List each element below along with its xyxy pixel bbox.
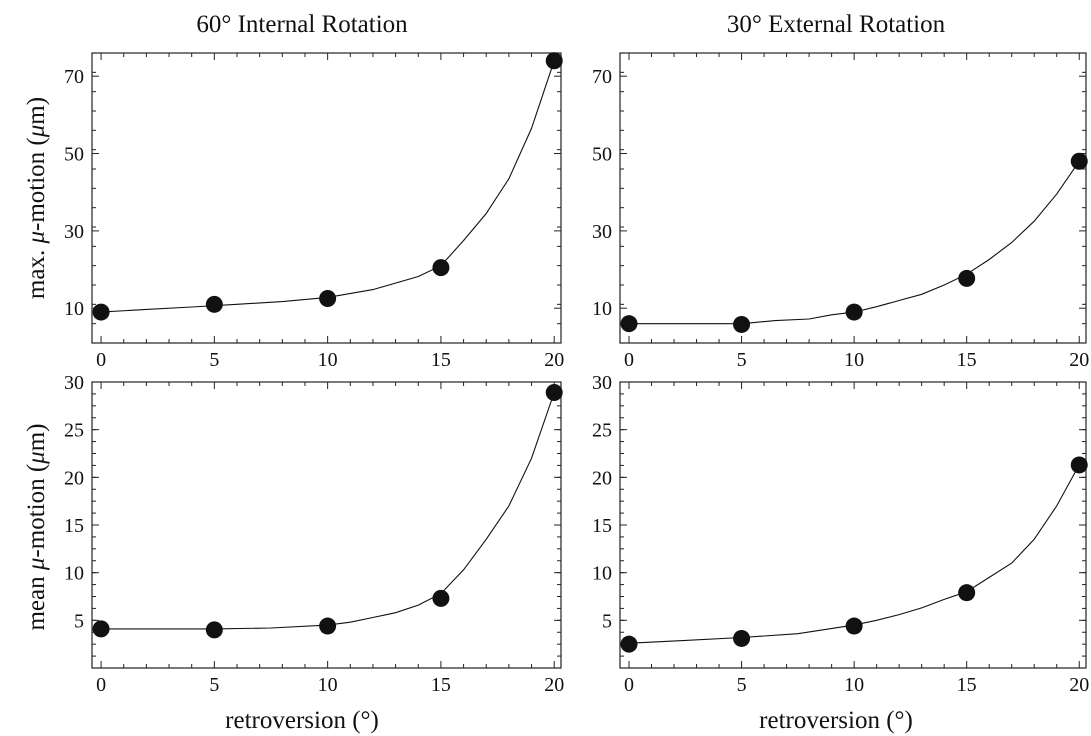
data-point xyxy=(620,315,638,333)
x-tick-label: 5 xyxy=(737,674,747,696)
data-point xyxy=(845,617,863,635)
x-tick-label: 5 xyxy=(737,349,747,371)
x-axis-label-left: retroversion (°) xyxy=(225,707,379,734)
data-point xyxy=(1070,456,1088,474)
x-tick-label: 10 xyxy=(318,349,338,371)
y-tick-label: 30 xyxy=(64,221,84,243)
y-label-max-mu: μ xyxy=(23,231,50,245)
column-title-internal-rotation: 60° Internal Rotation xyxy=(196,11,408,38)
panel-mean-internal-rotation: 0 5 10 15 20 5 10 15 20 25 30 xyxy=(64,372,564,696)
y-label-max-unit-mu: μ xyxy=(23,125,50,139)
x-tick-label: 10 xyxy=(844,674,864,696)
x-tick-label: 15 xyxy=(957,349,977,371)
panel-max-external-rotation: 0 5 10 15 20 10 30 50 70 xyxy=(592,52,1089,371)
data-point xyxy=(845,303,863,321)
y-tick-label: 5 xyxy=(74,610,84,632)
panel-mean-external-rotation: 0 5 10 15 20 5 10 15 20 25 30 xyxy=(592,372,1089,696)
x-tick-label: 15 xyxy=(431,349,451,371)
data-point xyxy=(545,383,563,401)
x-tick-label: 5 xyxy=(209,674,219,696)
y-tick-label: 30 xyxy=(592,372,612,394)
x-tick-label: 15 xyxy=(957,674,977,696)
x-axis-label-right: retroversion (°) xyxy=(759,707,913,734)
column-title-external-rotation: 30° External Rotation xyxy=(727,11,946,38)
x-tick-label: 0 xyxy=(624,674,634,696)
y-axis-label-mean: mean μ-motion (μm) xyxy=(23,423,50,630)
y-tick-label: 10 xyxy=(592,563,612,585)
data-point xyxy=(432,589,450,607)
fit-curve xyxy=(101,392,555,630)
y-tick-label: 10 xyxy=(64,298,84,320)
fit-curve xyxy=(628,464,1080,644)
panel-max-internal-rotation: 0 5 10 15 20 10 30 50 70 xyxy=(64,52,564,371)
y-label-max-unit-rest: m) xyxy=(23,97,50,125)
y-tick-label: 30 xyxy=(592,221,612,243)
y-label-mean-unit-rest: m) xyxy=(23,423,50,451)
data-point xyxy=(958,269,976,287)
plot-frame xyxy=(91,52,562,344)
y-label-mean-suffix: -motion ( xyxy=(23,464,50,558)
data-point xyxy=(620,635,638,653)
y-tick-label: 25 xyxy=(592,420,612,442)
y-tick-label: 25 xyxy=(64,420,84,442)
y-tick-label: 70 xyxy=(64,66,84,88)
data-point xyxy=(958,584,976,602)
fit-curve xyxy=(101,60,555,313)
y-label-mean-unit-mu: μ xyxy=(23,451,50,465)
x-tick-label: 15 xyxy=(431,674,451,696)
data-point xyxy=(205,621,223,639)
y-tick-label: 50 xyxy=(592,144,612,166)
y-label-mean-prefix: mean xyxy=(23,570,50,630)
y-tick-label: 20 xyxy=(592,467,612,489)
x-tick-label: 5 xyxy=(209,349,219,371)
y-label-max-suffix: -motion ( xyxy=(23,137,50,231)
y-tick-label: 5 xyxy=(602,610,612,632)
y-tick-label: 30 xyxy=(64,372,84,394)
y-tick-label: 15 xyxy=(64,515,84,537)
data-point xyxy=(205,295,223,313)
x-tick-label: 20 xyxy=(1069,349,1089,371)
data-point xyxy=(733,629,751,647)
fit-curve xyxy=(629,160,1080,325)
x-tick-label: 0 xyxy=(96,349,106,371)
data-point xyxy=(432,259,450,277)
y-label-max-prefix: max. xyxy=(23,244,50,300)
data-point xyxy=(92,620,110,638)
y-axis-label-max: max. μ-motion (μm) xyxy=(23,97,50,299)
y-tick-label: 10 xyxy=(592,298,612,320)
y-tick-label: 15 xyxy=(592,515,612,537)
x-tick-label: 20 xyxy=(544,349,564,371)
y-tick-label: 20 xyxy=(64,467,84,489)
x-tick-label: 10 xyxy=(844,349,864,371)
y-label-mean-mu: μ xyxy=(23,558,50,572)
data-point xyxy=(319,290,337,308)
x-tick-label: 20 xyxy=(544,674,564,696)
y-tick-label: 70 xyxy=(592,66,612,88)
data-point xyxy=(319,617,337,635)
x-tick-label: 10 xyxy=(318,674,338,696)
data-point xyxy=(1070,152,1088,170)
plot-frame xyxy=(619,52,1087,344)
y-tick-label: 10 xyxy=(64,563,84,585)
data-point xyxy=(545,52,563,70)
x-tick-label: 20 xyxy=(1069,674,1089,696)
x-tick-label: 0 xyxy=(624,349,634,371)
x-tick-label: 0 xyxy=(96,674,106,696)
data-point xyxy=(733,315,751,333)
data-point xyxy=(92,303,110,321)
y-tick-label: 50 xyxy=(64,144,84,166)
